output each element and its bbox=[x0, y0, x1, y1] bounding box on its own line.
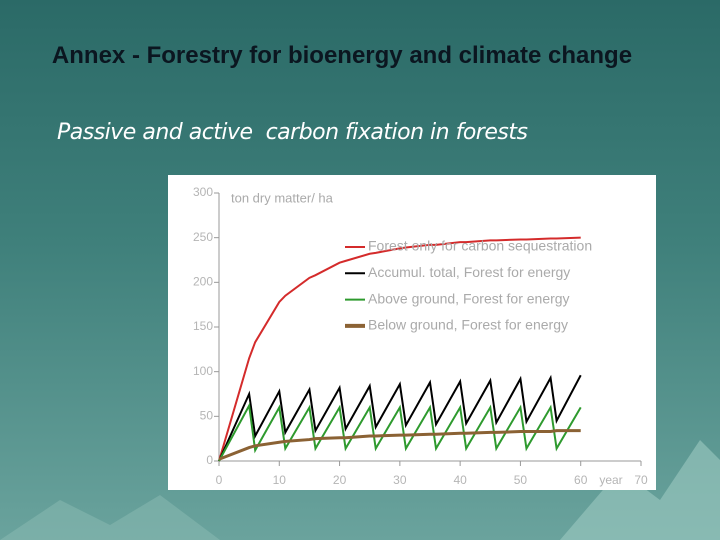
y-tick-label: 0 bbox=[206, 453, 213, 467]
series-line bbox=[218, 236, 581, 462]
y-axis-label: ton dry matter/ ha bbox=[231, 190, 334, 205]
y-tick-label: 250 bbox=[193, 230, 213, 244]
y-tick-label: 50 bbox=[200, 409, 214, 423]
y-tick-label: 150 bbox=[193, 319, 213, 333]
x-tick-label: 70 bbox=[634, 473, 648, 487]
mountain bbox=[0, 495, 220, 540]
slide-title: Annex - Forestry for bioenergy and clima… bbox=[51, 42, 633, 69]
y-tick-label: 100 bbox=[193, 364, 213, 378]
x-tick-label: 40 bbox=[453, 473, 467, 487]
x-axis-label: year bbox=[599, 473, 622, 487]
slide-subtitle: Passive and active carbon fixation in fo… bbox=[57, 120, 528, 145]
legend-label: Below ground, Forest for energy bbox=[368, 317, 568, 333]
x-tick-label: 60 bbox=[574, 473, 588, 487]
legend-label: Accumul. total, Forest for energy bbox=[368, 264, 570, 280]
x-tick-label: 10 bbox=[273, 473, 287, 487]
series-line bbox=[218, 429, 581, 461]
x-tick-label: 20 bbox=[333, 473, 347, 487]
x-tick-label: 0 bbox=[216, 473, 223, 487]
legend-label: Above ground, Forest for energy bbox=[368, 290, 570, 306]
y-tick-label: 200 bbox=[193, 275, 213, 289]
x-tick-label: 30 bbox=[393, 473, 407, 487]
legend-label: Forest only for carbon sequestration bbox=[368, 238, 592, 254]
x-tick-label: 50 bbox=[514, 473, 528, 487]
y-tick-label: 300 bbox=[193, 185, 213, 199]
series-line bbox=[218, 374, 582, 462]
